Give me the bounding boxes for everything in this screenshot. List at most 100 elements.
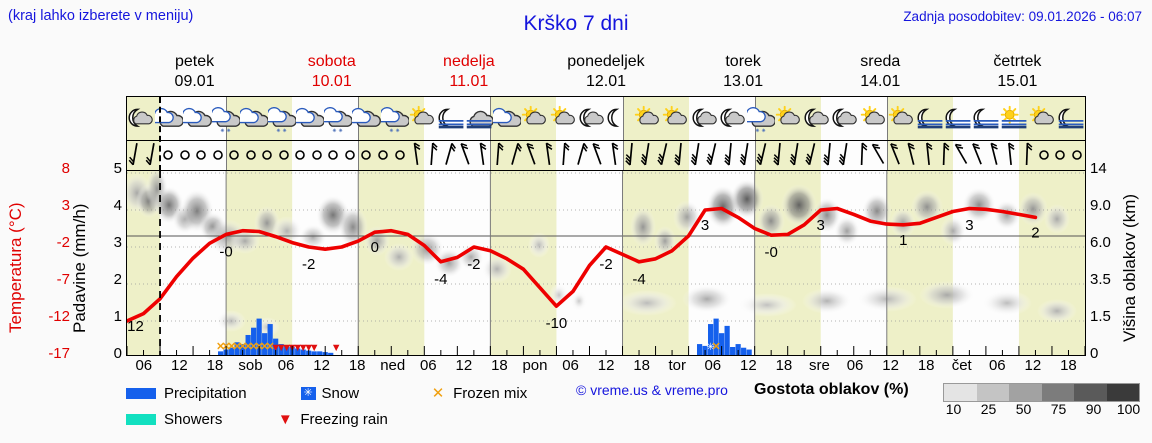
legend-row-2: Showers ▼ Freezing rain	[126, 408, 404, 430]
calm-circle-icon	[177, 141, 194, 171]
temperature-tick-2: -2	[56, 234, 70, 251]
wind-barb-icon	[589, 141, 606, 171]
svg-text:✕: ✕	[238, 341, 247, 353]
day-date: 12.01	[585, 73, 627, 90]
svg-text:-2: -2	[302, 256, 315, 273]
svg-text:✕: ✕	[244, 341, 253, 353]
wind-barb-icon	[507, 141, 524, 171]
svg-text:▼: ▼	[281, 342, 292, 354]
calm-circle-icon	[325, 141, 342, 171]
night-band	[358, 141, 425, 170]
wind-barb-icon	[441, 141, 458, 171]
wind-barb-icon	[573, 141, 590, 171]
svg-text:✷: ✷	[282, 127, 287, 134]
day-header-sreda: sreda 14.01	[812, 52, 949, 94]
calm-circle-icon	[259, 141, 276, 171]
legend-showers: Showers	[126, 411, 222, 428]
wind-barb-icon	[870, 141, 887, 171]
calm-circle-icon	[226, 141, 243, 171]
temperature-tick-1: 3	[61, 197, 70, 214]
wind-barb-icon	[523, 141, 540, 171]
day-separator	[226, 141, 228, 170]
cloudy-icon	[352, 101, 381, 139]
day-name: nedelja	[443, 53, 495, 70]
wind-barb-icon	[854, 141, 871, 171]
wind-barb-icon	[969, 141, 986, 171]
calm-circle-icon	[1068, 141, 1085, 171]
day-name: petek	[175, 53, 215, 70]
svg-text:-12: -12	[127, 318, 144, 335]
day-date: 11.01	[449, 73, 489, 90]
x-axis-label-5: 12	[313, 357, 330, 374]
wind-barb-icon	[986, 141, 1003, 171]
sun-cloud-icon	[860, 101, 888, 139]
svg-text:✷: ✷	[219, 127, 224, 134]
day-separator	[886, 141, 888, 170]
x-axis-label-1: 12	[171, 357, 188, 374]
legend-snow: ✳ Snow	[300, 385, 359, 402]
moon-cloud-icon	[831, 101, 859, 139]
wind-barb-icon	[953, 141, 970, 171]
day-date: 13.01	[723, 73, 764, 90]
legend-freezing-rain-label: Freezing rain	[300, 410, 388, 428]
x-axis-label-3: sob	[238, 357, 263, 374]
wind-barb-row	[127, 141, 1085, 171]
svg-text:-4: -4	[434, 271, 447, 288]
wind-barb-icon	[887, 141, 904, 171]
cloud-density-field	[127, 171, 1077, 337]
x-axis-label-15: tor	[668, 357, 686, 374]
svg-text:✷: ✷	[761, 127, 766, 134]
menu-hint: (kraj lahko izberete v meniju)	[8, 8, 194, 24]
night-band	[754, 141, 821, 170]
wind-barb-icon	[821, 141, 838, 171]
x-axis-label-24: 06	[988, 357, 1006, 374]
cloud-density-tick-3: 75	[1050, 401, 1067, 417]
night-band	[226, 141, 293, 170]
cloudy-icon	[183, 101, 212, 139]
chart-legend: Precipitation ✳ Snow ✕ Frozen mix Shower…	[126, 381, 1146, 438]
svg-text:1: 1	[899, 232, 907, 249]
day-separator	[490, 141, 492, 170]
wind-barb-icon	[408, 141, 425, 171]
night-band	[886, 141, 953, 170]
moon-fog-icon	[944, 101, 972, 139]
sun-cloud-icon	[634, 101, 662, 139]
calm-circle-icon	[210, 141, 227, 171]
moon-cloud-icon	[691, 101, 719, 139]
x-axis-label-13: 12	[597, 357, 615, 374]
x-axis-label-8: 06	[419, 357, 437, 374]
sun-cloud-icon	[521, 101, 549, 139]
x-axis-label-22: 18	[917, 357, 935, 374]
wind-barb-icon	[722, 141, 739, 171]
wind-barb-icon	[144, 141, 161, 171]
x-axis-ticks	[127, 346, 1085, 355]
cloud-density-band-4	[1074, 384, 1107, 401]
x-axis-label-21: 12	[882, 357, 899, 374]
svg-text:0: 0	[371, 239, 379, 256]
calm-circle-icon	[160, 141, 177, 171]
svg-text:3: 3	[817, 217, 825, 234]
wind-barb-icon	[672, 141, 689, 171]
precipitation-axis-ticks: 5 4 3 2 1 0	[98, 160, 122, 362]
temperature-tick-4: -12	[48, 308, 70, 325]
cloud-height-axis-ticks: 14 9.0 6.0 3.5 1.5 0	[1090, 160, 1124, 362]
moon-fog-icon	[437, 101, 465, 139]
x-axis-label-4: 06	[277, 357, 295, 374]
x-axis-label-18: 18	[775, 357, 793, 374]
precipitation-tick-1: 4	[113, 197, 122, 214]
day-date: 15.01	[997, 73, 1038, 90]
day-separator	[622, 141, 624, 170]
wind-barb-icon	[127, 141, 144, 171]
sun-cloud-icon	[409, 101, 437, 139]
svg-text:✕: ✕	[260, 341, 269, 353]
temperature-axis-ticks: 8 3 -2 -7 -12 -17	[34, 160, 70, 362]
x-axis-label-20: 06	[846, 357, 864, 374]
wind-barb-icon	[639, 141, 656, 171]
precipitation-tick-4: 1	[113, 308, 122, 325]
day-name: sobota	[307, 53, 356, 70]
sun-cloud-icon	[888, 101, 916, 139]
copyright-link[interactable]: © vreme.us & vreme.pro	[576, 382, 728, 398]
cloud-density-tick-5: 100	[1116, 401, 1141, 417]
svg-text:✷: ✷	[395, 127, 400, 134]
wind-barb-icon	[556, 141, 573, 171]
